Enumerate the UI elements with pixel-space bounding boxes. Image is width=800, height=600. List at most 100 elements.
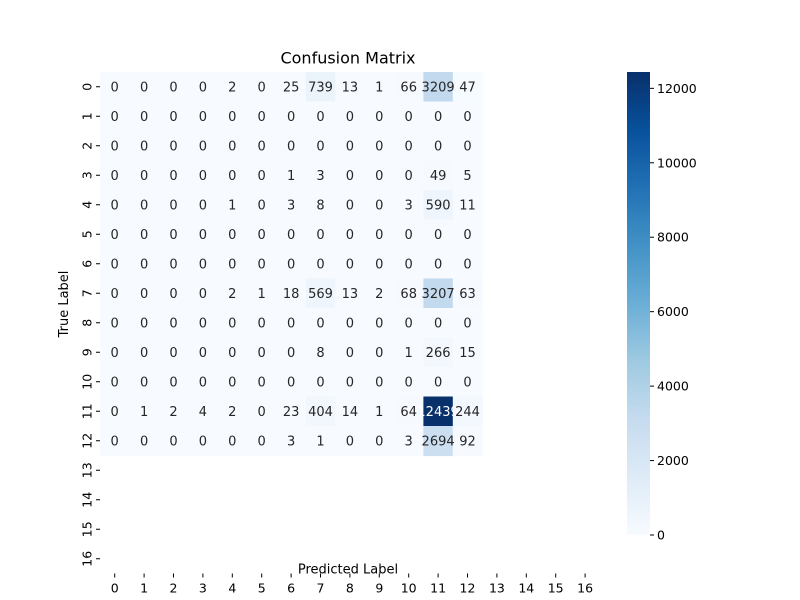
heatmap-cell (335, 160, 366, 191)
heatmap-cell (276, 131, 307, 162)
heatmap-cell (394, 396, 424, 427)
cell-value-label: 0 (140, 139, 148, 154)
cell-value-label: 8 (316, 198, 324, 213)
heatmap-cell (158, 249, 189, 280)
cell-value-label: 0 (111, 198, 119, 213)
heatmap-cell (129, 101, 160, 132)
heatmap-cell (423, 190, 454, 221)
heatmap-cell (188, 101, 219, 132)
heatmap-cell (335, 190, 366, 221)
heatmap-cell (129, 219, 160, 250)
heatmap-cell (100, 219, 130, 250)
cell-value-label: 0 (199, 257, 207, 272)
cell-value-label: 3209 (422, 80, 455, 95)
y-tick-label: 9 (79, 348, 94, 356)
cell-value-label: 0 (169, 287, 177, 302)
heatmap-cell (100, 190, 130, 221)
cell-value-label: 0 (258, 346, 266, 361)
cell-value-label: 13 (342, 287, 359, 302)
x-tick-label: 8 (346, 581, 354, 596)
heatmap-cell (276, 219, 307, 250)
heatmap-cell (247, 249, 277, 280)
cell-value-label: 0 (434, 228, 442, 243)
heatmap-cell (364, 337, 395, 368)
cell-value-label: 0 (405, 257, 413, 272)
heatmap-cell (158, 160, 189, 191)
heatmap-cell (305, 426, 336, 457)
cell-value-label: 0 (463, 228, 471, 243)
heatmap-cell (364, 308, 395, 339)
cell-value-label: 266 (426, 346, 451, 361)
cell-value-label: 0 (463, 316, 471, 331)
x-tick-label: 10 (401, 581, 417, 596)
cell-value-label: 0 (199, 228, 207, 243)
heatmap-cell (335, 249, 366, 280)
y-tick-label: 7 (79, 289, 94, 297)
colorbar-bar (627, 72, 650, 535)
heatmap-cell (247, 308, 277, 339)
heatmap-cells (100, 72, 483, 457)
heatmap-cell (423, 249, 454, 280)
cell-value-label: 0 (316, 110, 324, 125)
x-tick-label: 16 (577, 581, 593, 596)
heatmap-cell (364, 249, 395, 280)
heatmap-cell (364, 278, 395, 309)
heatmap-cell (100, 426, 130, 457)
cell-value-label: 0 (111, 110, 119, 125)
colorbar-tick-label: 6000 (657, 304, 689, 319)
cell-value-label: 0 (258, 257, 266, 272)
heatmap-cell (188, 249, 219, 280)
cell-value-label: 244 (455, 405, 480, 420)
heatmap-cell (394, 190, 424, 221)
heatmap-cell (335, 72, 366, 103)
heatmap-cell (364, 396, 395, 427)
heatmap-cell (364, 190, 395, 221)
heatmap-cell (364, 131, 395, 162)
heatmap-cell (158, 131, 189, 162)
heatmap-cell-labels: 0 0 0 0 2 0 25 739 13 1 66 3209 470 0 0 0 0 0 0 0 0 0 0 0 00 0 0 0 0… (111, 80, 480, 449)
colorbar-tick-label: 0 (657, 528, 665, 543)
x-tick-label: 4 (228, 581, 236, 596)
heatmap-cell (305, 367, 336, 398)
cell-value-label: 0 (111, 434, 119, 449)
heatmap-cell (188, 278, 219, 309)
cell-value-label: 0 (111, 80, 119, 95)
cell-value-label: 0 (258, 80, 266, 95)
heatmap-cell (394, 278, 424, 309)
cell-value-label: 404 (308, 405, 333, 420)
cell-value-label: 0 (346, 316, 354, 331)
cell-value-label: 0 (169, 375, 177, 390)
cell-value-label: 0 (434, 316, 442, 331)
cell-value-label: 0 (140, 375, 148, 390)
cell-value-label: 0 (375, 375, 383, 390)
heatmap-cell (158, 426, 189, 457)
heatmap-cell (305, 131, 336, 162)
cell-value-label: 0 (169, 228, 177, 243)
heatmap-cell (247, 426, 277, 457)
heatmap-cell (247, 160, 277, 191)
cell-value-label: 0 (140, 316, 148, 331)
colorbar-tick-label: 2000 (657, 453, 689, 468)
cell-value-label: 0 (463, 110, 471, 125)
heatmap-cell (188, 426, 219, 457)
cell-value-label: 0 (258, 139, 266, 154)
heatmap-cell (217, 72, 248, 103)
heatmap-cell (247, 72, 277, 103)
cell-value-label: 0 (463, 257, 471, 272)
heatmap-cell (394, 308, 424, 339)
cell-value-label: 0 (111, 316, 119, 331)
heatmap-cell (188, 219, 219, 250)
heatmap-cell (129, 249, 160, 280)
cell-value-label: 0 (346, 139, 354, 154)
cell-value-label: 0 (169, 198, 177, 213)
heatmap-cell (423, 396, 454, 427)
heatmap-cell (217, 367, 248, 398)
heatmap-cell (335, 337, 366, 368)
x-tick-label: 11 (430, 581, 446, 596)
cell-value-label: 49 (430, 169, 447, 184)
cell-value-label: 0 (258, 316, 266, 331)
cell-value-label: 0 (258, 110, 266, 125)
y-axis-label: True Label (57, 271, 72, 339)
cell-value-label: 4 (199, 405, 207, 420)
